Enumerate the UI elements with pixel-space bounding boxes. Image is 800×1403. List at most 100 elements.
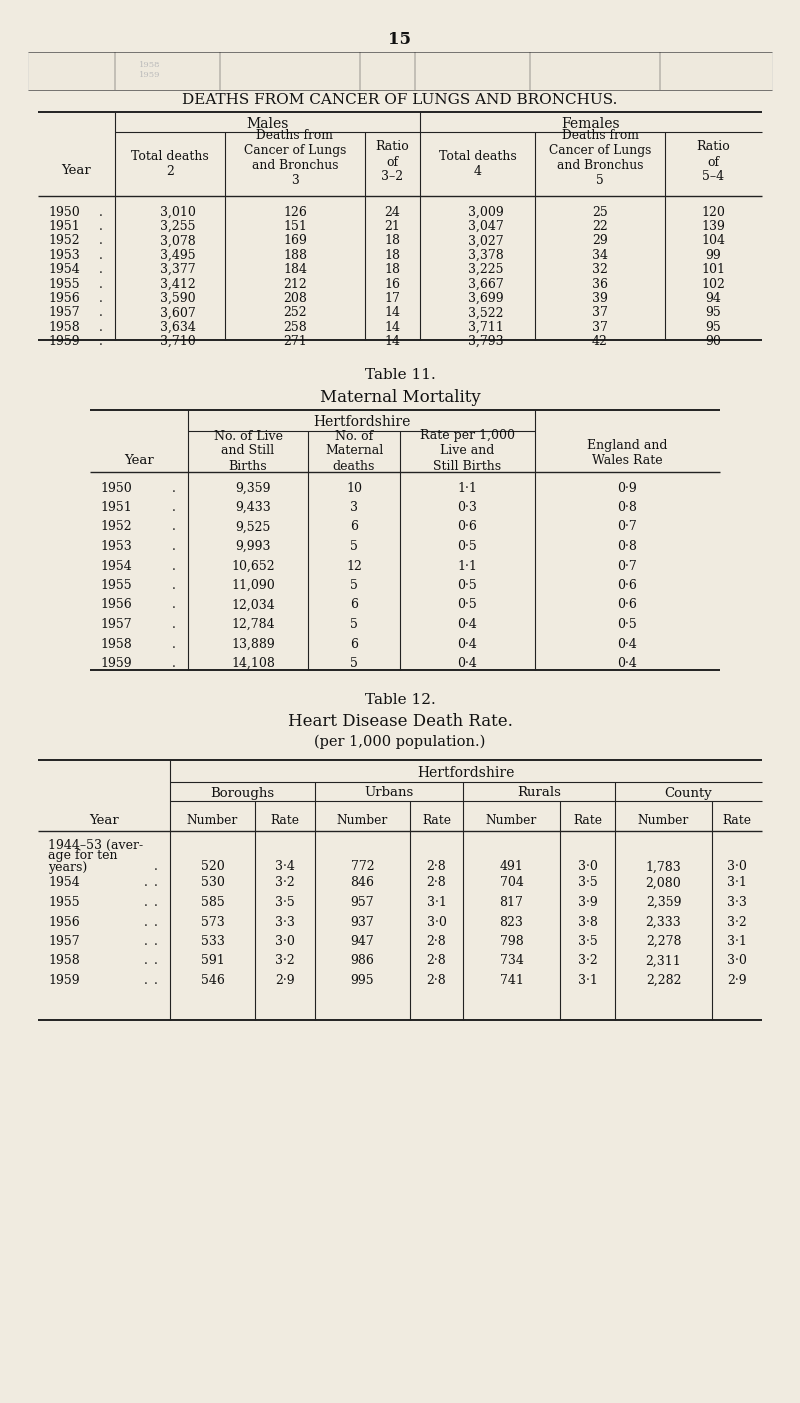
Text: 9,433: 9,433: [235, 501, 271, 513]
Text: 139: 139: [702, 220, 726, 233]
Text: Females: Females: [562, 116, 620, 130]
Text: 95: 95: [706, 321, 722, 334]
Text: 2·8: 2·8: [426, 974, 446, 986]
Text: 1959: 1959: [48, 974, 80, 986]
Text: 3·5: 3·5: [578, 934, 598, 948]
Text: 3,711: 3,711: [468, 321, 503, 334]
Text: 39: 39: [592, 292, 608, 304]
Text: 0·7: 0·7: [618, 560, 638, 572]
Text: .: .: [172, 481, 176, 494]
Text: No. of Live
and Still
Births: No. of Live and Still Births: [214, 429, 282, 473]
Text: 3,667: 3,667: [468, 278, 503, 290]
Text: 2,359: 2,359: [646, 897, 682, 909]
Text: 1953: 1953: [48, 248, 80, 262]
Text: .: .: [144, 974, 148, 986]
Text: 741: 741: [499, 974, 523, 986]
Text: .: .: [99, 220, 103, 233]
Text: age for ten: age for ten: [48, 849, 118, 863]
Text: 3: 3: [350, 501, 358, 513]
Text: 3·8: 3·8: [578, 916, 598, 929]
Text: 252: 252: [283, 306, 307, 320]
Text: 12,784: 12,784: [231, 617, 275, 631]
Text: 12: 12: [346, 560, 362, 572]
Text: Males: Males: [246, 116, 289, 130]
Text: Year: Year: [124, 453, 154, 467]
Text: 18: 18: [385, 264, 401, 276]
Text: 0·6: 0·6: [458, 521, 478, 533]
Text: 530: 530: [201, 877, 225, 890]
Text: .: .: [172, 617, 176, 631]
Text: Ratio
of
3–2: Ratio of 3–2: [376, 140, 410, 184]
Text: 2,278: 2,278: [646, 934, 682, 948]
Text: 101: 101: [702, 264, 726, 276]
Text: 3,634: 3,634: [160, 321, 196, 334]
Text: 3·2: 3·2: [275, 954, 295, 968]
Text: 0·4: 0·4: [618, 657, 638, 671]
Text: 3·0: 3·0: [578, 860, 598, 874]
Text: 3,495: 3,495: [160, 248, 196, 262]
Text: 1955: 1955: [48, 278, 80, 290]
Text: 3·0: 3·0: [275, 934, 295, 948]
Text: 6: 6: [350, 599, 358, 612]
Text: 3·0: 3·0: [727, 860, 747, 874]
Text: Hertfordshire: Hertfordshire: [313, 415, 410, 429]
Text: 0·4: 0·4: [458, 617, 478, 631]
Text: 258: 258: [283, 321, 307, 334]
Text: .: .: [144, 934, 148, 948]
Text: Rate: Rate: [422, 814, 451, 826]
Text: 6: 6: [350, 637, 358, 651]
Text: 3·5: 3·5: [275, 897, 295, 909]
Text: .: .: [99, 234, 103, 247]
Text: 533: 533: [201, 934, 225, 948]
Text: 1·1: 1·1: [458, 560, 478, 572]
Text: 18: 18: [385, 234, 401, 247]
Text: Year: Year: [62, 164, 91, 177]
Text: 0·5: 0·5: [618, 617, 638, 631]
Text: 0·7: 0·7: [618, 521, 638, 533]
Text: 3,027: 3,027: [468, 234, 503, 247]
Text: 3,793: 3,793: [468, 335, 503, 348]
Text: 3,009: 3,009: [468, 205, 503, 219]
Text: Hertfordshire: Hertfordshire: [418, 766, 514, 780]
Text: 102: 102: [702, 278, 726, 290]
Text: 17: 17: [385, 292, 401, 304]
Text: 0·5: 0·5: [458, 599, 478, 612]
Text: Number: Number: [337, 814, 388, 826]
Text: .: .: [172, 579, 176, 592]
Text: 3·0: 3·0: [727, 954, 747, 968]
Text: 0·4: 0·4: [458, 637, 478, 651]
Text: 3·1: 3·1: [426, 897, 446, 909]
Text: 947: 947: [350, 934, 374, 948]
Text: County: County: [665, 787, 712, 800]
Text: 3,699: 3,699: [468, 292, 503, 304]
Text: 2,311: 2,311: [646, 954, 682, 968]
Text: 1950: 1950: [100, 481, 132, 494]
Text: 1959: 1959: [139, 72, 161, 79]
Text: 772: 772: [350, 860, 374, 874]
Text: 1944–53 (aver-: 1944–53 (aver-: [48, 839, 143, 852]
Text: 1951: 1951: [48, 220, 80, 233]
Text: .: .: [154, 916, 158, 929]
Text: 1954: 1954: [100, 560, 132, 572]
Text: 9,525: 9,525: [235, 521, 270, 533]
Text: .: .: [99, 205, 103, 219]
Text: Ratio
of
5–4: Ratio of 5–4: [697, 140, 730, 184]
Text: 208: 208: [283, 292, 307, 304]
Text: years): years): [48, 860, 87, 874]
Text: .: .: [99, 306, 103, 320]
Text: .: .: [154, 974, 158, 986]
Text: 798: 798: [500, 934, 523, 948]
Text: 13,889: 13,889: [231, 637, 275, 651]
Bar: [28, 52, 772, 90]
Text: 995: 995: [350, 974, 374, 986]
Text: Year: Year: [89, 814, 119, 826]
Text: 10: 10: [346, 481, 362, 494]
Text: 3,378: 3,378: [468, 248, 503, 262]
Text: No. of
Maternal
deaths: No. of Maternal deaths: [325, 429, 383, 473]
Text: 3·1: 3·1: [578, 974, 598, 986]
Text: 5: 5: [350, 579, 358, 592]
Text: 0·6: 0·6: [618, 579, 638, 592]
Text: 184: 184: [283, 264, 307, 276]
Text: 1,783: 1,783: [646, 860, 682, 874]
Text: 5: 5: [350, 617, 358, 631]
